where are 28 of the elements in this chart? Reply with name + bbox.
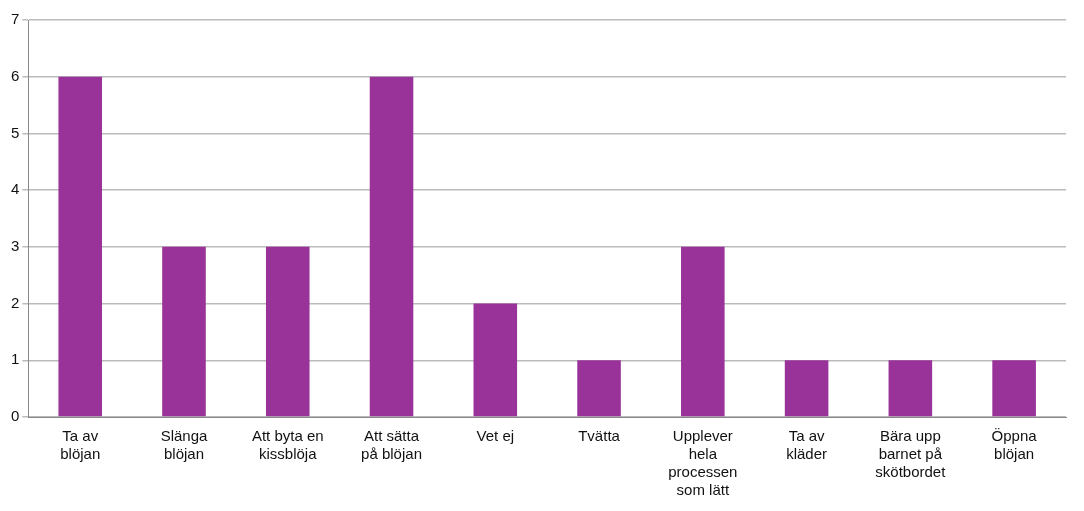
bar <box>577 360 621 417</box>
x-tick-label: Vet ej <box>476 427 515 445</box>
y-tick-label: 0 <box>11 407 20 425</box>
x-tick-label: Att sätta på blöjan <box>361 427 422 463</box>
bar <box>784 360 829 417</box>
bar <box>58 76 103 417</box>
bar <box>265 246 310 417</box>
x-tick-label: Upplever hela processen som lätt <box>668 427 738 499</box>
x-tick-label: Ta av kläder <box>786 427 828 463</box>
bar <box>992 360 1036 417</box>
y-tick-label: 5 <box>11 123 20 141</box>
bar <box>888 360 933 417</box>
bar <box>681 246 725 417</box>
y-tick-label: 7 <box>11 10 20 28</box>
y-tick-label: 1 <box>11 350 20 368</box>
x-tick-label: Tvätta <box>578 427 621 445</box>
x-tick-label: Ta av blöjan <box>60 427 101 463</box>
x-tick-label: Bära upp barnet på skötbordet <box>875 427 947 481</box>
x-tick-label: Att byta en kissblöja <box>251 427 324 463</box>
bar <box>473 303 518 417</box>
x-tick-label: Slänga blöjan <box>160 427 208 463</box>
y-tick-label: 3 <box>11 237 20 254</box>
bar <box>369 76 414 417</box>
y-tick-label: 4 <box>11 180 20 198</box>
y-tick-label: 2 <box>11 293 20 311</box>
x-tick-label: Öppna blöjan <box>991 427 1038 463</box>
bar <box>162 246 206 417</box>
y-tick-label: 6 <box>11 66 20 84</box>
